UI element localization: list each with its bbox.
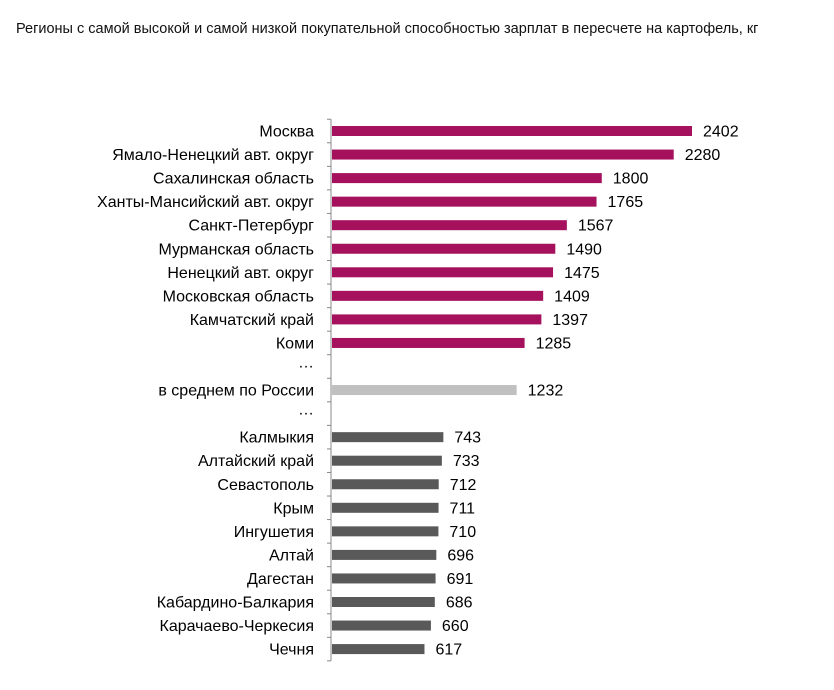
bar bbox=[332, 173, 602, 184]
value-label: 686 bbox=[446, 595, 473, 612]
value-label: 743 bbox=[454, 430, 481, 447]
bar bbox=[332, 337, 525, 348]
value-label: 711 bbox=[450, 500, 476, 517]
ellipsis-label: … bbox=[298, 355, 314, 372]
average-bar bbox=[332, 385, 517, 396]
bar bbox=[332, 549, 437, 560]
category-label: Кабардино-Балкария bbox=[157, 595, 314, 612]
category-label: Алтайский край bbox=[198, 453, 314, 470]
value-label: 617 bbox=[435, 642, 462, 659]
chart-title: Регионы с самой высокой и самой низкой п… bbox=[16, 21, 759, 37]
bar bbox=[332, 526, 439, 537]
category-label: Карачаево-Черкесия bbox=[160, 618, 314, 635]
category-label: Дагестан bbox=[247, 571, 314, 588]
bar bbox=[332, 502, 439, 513]
category-label: Камчатский край bbox=[190, 312, 314, 329]
category-label: Алтай bbox=[269, 547, 314, 564]
category-label: Мурманская область bbox=[158, 241, 314, 258]
category-label: Санкт-Петербург bbox=[189, 218, 315, 235]
bar bbox=[332, 644, 425, 655]
category-label: Ингушетия bbox=[234, 524, 314, 541]
bar bbox=[332, 479, 439, 490]
category-label: Ненецкий авт. округ bbox=[167, 265, 314, 282]
value-label: 696 bbox=[447, 547, 474, 564]
value-label: 1409 bbox=[554, 288, 590, 305]
bar bbox=[332, 149, 674, 160]
value-label: 2280 bbox=[685, 147, 721, 164]
value-label: 2402 bbox=[703, 124, 739, 141]
bar bbox=[332, 314, 542, 325]
value-label: 1475 bbox=[564, 265, 600, 282]
category-label: Чечня bbox=[269, 642, 314, 659]
value-label: 1765 bbox=[608, 194, 644, 211]
bar bbox=[332, 620, 431, 631]
value-label: 1285 bbox=[536, 335, 572, 352]
bar bbox=[332, 196, 597, 207]
value-label: 1800 bbox=[613, 171, 649, 188]
category-label: Москва bbox=[259, 124, 314, 141]
value-label: 660 bbox=[442, 618, 469, 635]
bar bbox=[332, 455, 442, 466]
value-label: 691 bbox=[447, 571, 474, 588]
bar bbox=[332, 126, 692, 136]
value-label: 1567 bbox=[578, 218, 614, 235]
category-label: Московская область bbox=[163, 288, 314, 305]
value-label: 1397 bbox=[552, 312, 588, 329]
value-label: 712 bbox=[450, 477, 477, 494]
value-label: 1490 bbox=[566, 241, 602, 258]
category-label: Коми bbox=[276, 335, 314, 352]
category-label: Ханты-Мансийский авт. округ bbox=[97, 194, 314, 211]
category-label: Ямало-Ненецкий авт. округ bbox=[112, 147, 314, 164]
bar bbox=[332, 290, 544, 301]
value-label: 1232 bbox=[528, 383, 564, 400]
bar bbox=[332, 243, 556, 254]
bar bbox=[332, 573, 436, 584]
bar bbox=[332, 220, 567, 231]
category-label: Сахалинская область bbox=[153, 171, 314, 188]
bar bbox=[332, 597, 435, 607]
bar bbox=[332, 432, 444, 443]
value-label: 733 bbox=[453, 453, 480, 470]
category-label: Калмыкия bbox=[239, 430, 314, 447]
bar bbox=[332, 267, 554, 278]
category-label: Крым bbox=[273, 500, 314, 517]
category-label: в среднем по России bbox=[158, 383, 314, 400]
category-label: Севастополь bbox=[217, 477, 314, 494]
ellipsis-label: … bbox=[298, 402, 314, 419]
value-label: 710 bbox=[449, 524, 476, 541]
